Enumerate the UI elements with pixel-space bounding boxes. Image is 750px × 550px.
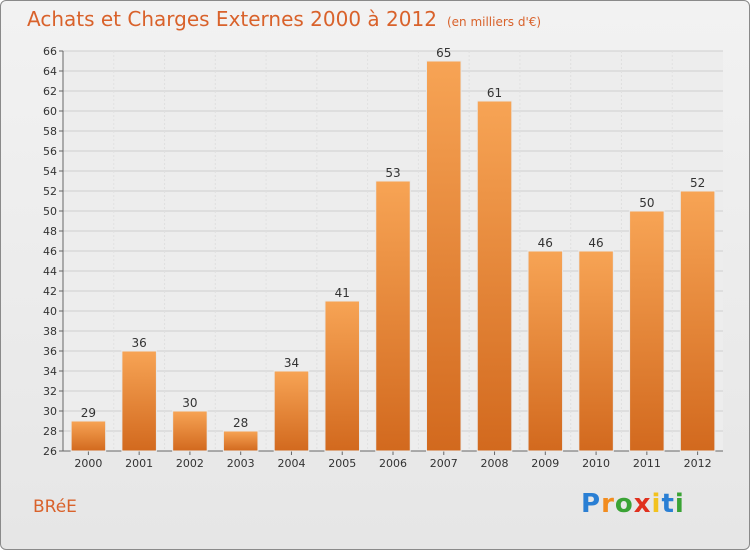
data-label-2012: 52 xyxy=(690,176,705,190)
commune-name: BRéE xyxy=(33,497,77,517)
bar-2001 xyxy=(121,350,157,452)
y-tick-label: 32 xyxy=(43,385,57,398)
proxiti-logo: Proxiti xyxy=(581,489,685,519)
bar-2008 xyxy=(476,100,513,452)
bar-2010 xyxy=(578,250,614,452)
x-tick-label-2011: 2011 xyxy=(633,457,661,470)
data-label-2009: 46 xyxy=(538,236,553,250)
data-label-2007: 65 xyxy=(436,46,451,60)
x-tick-label-2007: 2007 xyxy=(430,457,458,470)
chart-subtitle: (en milliers d'€) xyxy=(446,15,542,29)
data-label-2003: 28 xyxy=(233,416,248,430)
x-tick-label-2003: 2003 xyxy=(227,457,255,470)
bar-2006 xyxy=(375,180,411,452)
y-tick-label: 40 xyxy=(43,305,57,318)
bar-2009 xyxy=(527,250,564,452)
x-tick-label-2001: 2001 xyxy=(125,457,153,470)
y-tick-label: 44 xyxy=(43,265,57,278)
data-label-2006: 53 xyxy=(385,166,400,180)
y-tick-label: 56 xyxy=(43,145,57,158)
y-tick-label: 52 xyxy=(43,185,57,198)
data-label-2011: 50 xyxy=(639,196,654,210)
y-tick-label: 30 xyxy=(43,405,57,418)
chart-title: Achats et Charges Externes 2000 à 2012 xyxy=(27,7,437,31)
y-tick-label: 38 xyxy=(43,325,57,338)
bar-2000 xyxy=(70,420,107,452)
data-label-2010: 46 xyxy=(588,236,603,250)
data-label-2000: 29 xyxy=(81,406,96,420)
data-label-2002: 30 xyxy=(182,396,197,410)
y-tick-label: 64 xyxy=(43,65,57,78)
y-tick-label: 46 xyxy=(43,245,57,258)
y-tick-label: 66 xyxy=(43,45,57,58)
bar-2011 xyxy=(629,210,665,452)
y-tick-label: 50 xyxy=(43,205,57,218)
x-tick-label-2010: 2010 xyxy=(582,457,610,470)
bars xyxy=(70,60,716,452)
y-tick-label: 28 xyxy=(43,425,57,438)
y-tick-label: 54 xyxy=(43,165,57,178)
x-tick-label-2012: 2012 xyxy=(684,457,712,470)
bar-2003 xyxy=(222,430,259,452)
x-tick-label-2009: 2009 xyxy=(531,457,559,470)
y-tick-label: 36 xyxy=(43,345,57,358)
chart-title-block: Achats et Charges Externes 2000 à 2012 (e… xyxy=(27,7,541,31)
y-tick-label: 26 xyxy=(43,445,57,458)
bar-2012 xyxy=(679,190,716,452)
bar-2004 xyxy=(273,370,310,452)
y-tick-label: 60 xyxy=(43,105,57,118)
x-tick-label-2008: 2008 xyxy=(481,457,509,470)
x-tick-label-2005: 2005 xyxy=(328,457,356,470)
x-tick-label-2006: 2006 xyxy=(379,457,407,470)
data-label-2004: 34 xyxy=(284,356,299,370)
bar-2005 xyxy=(324,300,360,452)
data-labels: 29 36 30 28 34 41 53 65 61 46 46 50 52 xyxy=(81,46,706,430)
y-tick-label: 34 xyxy=(43,365,57,378)
bar-2007 xyxy=(426,60,462,452)
x-tick-label-2004: 2004 xyxy=(277,457,305,470)
y-tick-label: 58 xyxy=(43,125,57,138)
x-tick-label-2000: 2000 xyxy=(74,457,102,470)
y-tick-label: 48 xyxy=(43,225,57,238)
data-label-2008: 61 xyxy=(487,86,502,100)
data-label-2005: 41 xyxy=(335,286,350,300)
y-tick-label: 62 xyxy=(43,85,57,98)
axes: 26 28 30 32 34 36 38 40 42 44 46 48 50 52 54 56 58 60 62 64… xyxy=(43,45,723,470)
bar-2002 xyxy=(172,410,208,452)
data-label-2001: 36 xyxy=(132,336,147,350)
y-tick-label: 42 xyxy=(43,285,57,298)
x-tick-label-2002: 2002 xyxy=(176,457,204,470)
